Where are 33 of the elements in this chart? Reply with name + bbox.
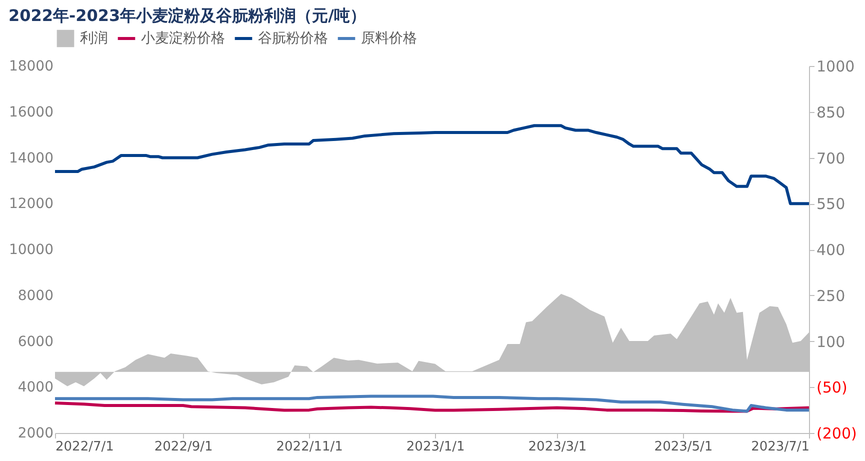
- y2-tick-label: 700: [816, 149, 846, 168]
- y-tick-label: 10000: [8, 242, 54, 258]
- x-tick-label: 2023/1/1: [406, 440, 465, 454]
- y2-tick-label: 550: [816, 195, 846, 214]
- y2-tick-label: 400: [816, 241, 846, 259]
- y2-tick-label: 250: [816, 286, 846, 305]
- legend-label: 谷朊粉价格: [258, 30, 328, 46]
- y2-tick-label: (50): [816, 378, 848, 397]
- legend-label: 小麦淀粉价格: [141, 30, 225, 46]
- y-tick-label: 8000: [18, 288, 54, 304]
- line-series: [54, 401, 810, 413]
- y-tick-label: 4000: [18, 380, 54, 396]
- line-series: [54, 394, 810, 413]
- y2-tick-label: 100: [816, 332, 846, 351]
- x-tick-label: 2023/7/1: [751, 440, 810, 454]
- y-tick-label: 2000: [18, 426, 54, 442]
- x-tick-label: 2022/7/1: [56, 440, 114, 454]
- y-tick-label: 6000: [18, 334, 54, 350]
- chart-title: 2022年-2023年小麦淀粉及谷朊粉利润（元/吨）: [8, 6, 366, 25]
- x-tick-label: 2022/11/1: [276, 440, 343, 454]
- line-series: [54, 124, 810, 206]
- y2-tick-label: 850: [816, 103, 846, 122]
- y-tick-label: 12000: [8, 196, 54, 212]
- y-tick-label: 18000: [8, 58, 54, 74]
- y-tick-label: 16000: [8, 104, 54, 120]
- x-tick-label: 2023/3/1: [528, 440, 587, 454]
- x-tick-label: 2022/9/1: [154, 440, 213, 454]
- y-tick-label: 14000: [8, 150, 54, 166]
- legend-label: 利润: [80, 30, 108, 46]
- y2-tick-label: (200): [816, 424, 857, 442]
- legend-label: 原料价格: [361, 30, 417, 46]
- x-tick-label: 2023/5/1: [654, 440, 713, 454]
- y2-tick-label: 1000: [816, 58, 855, 76]
